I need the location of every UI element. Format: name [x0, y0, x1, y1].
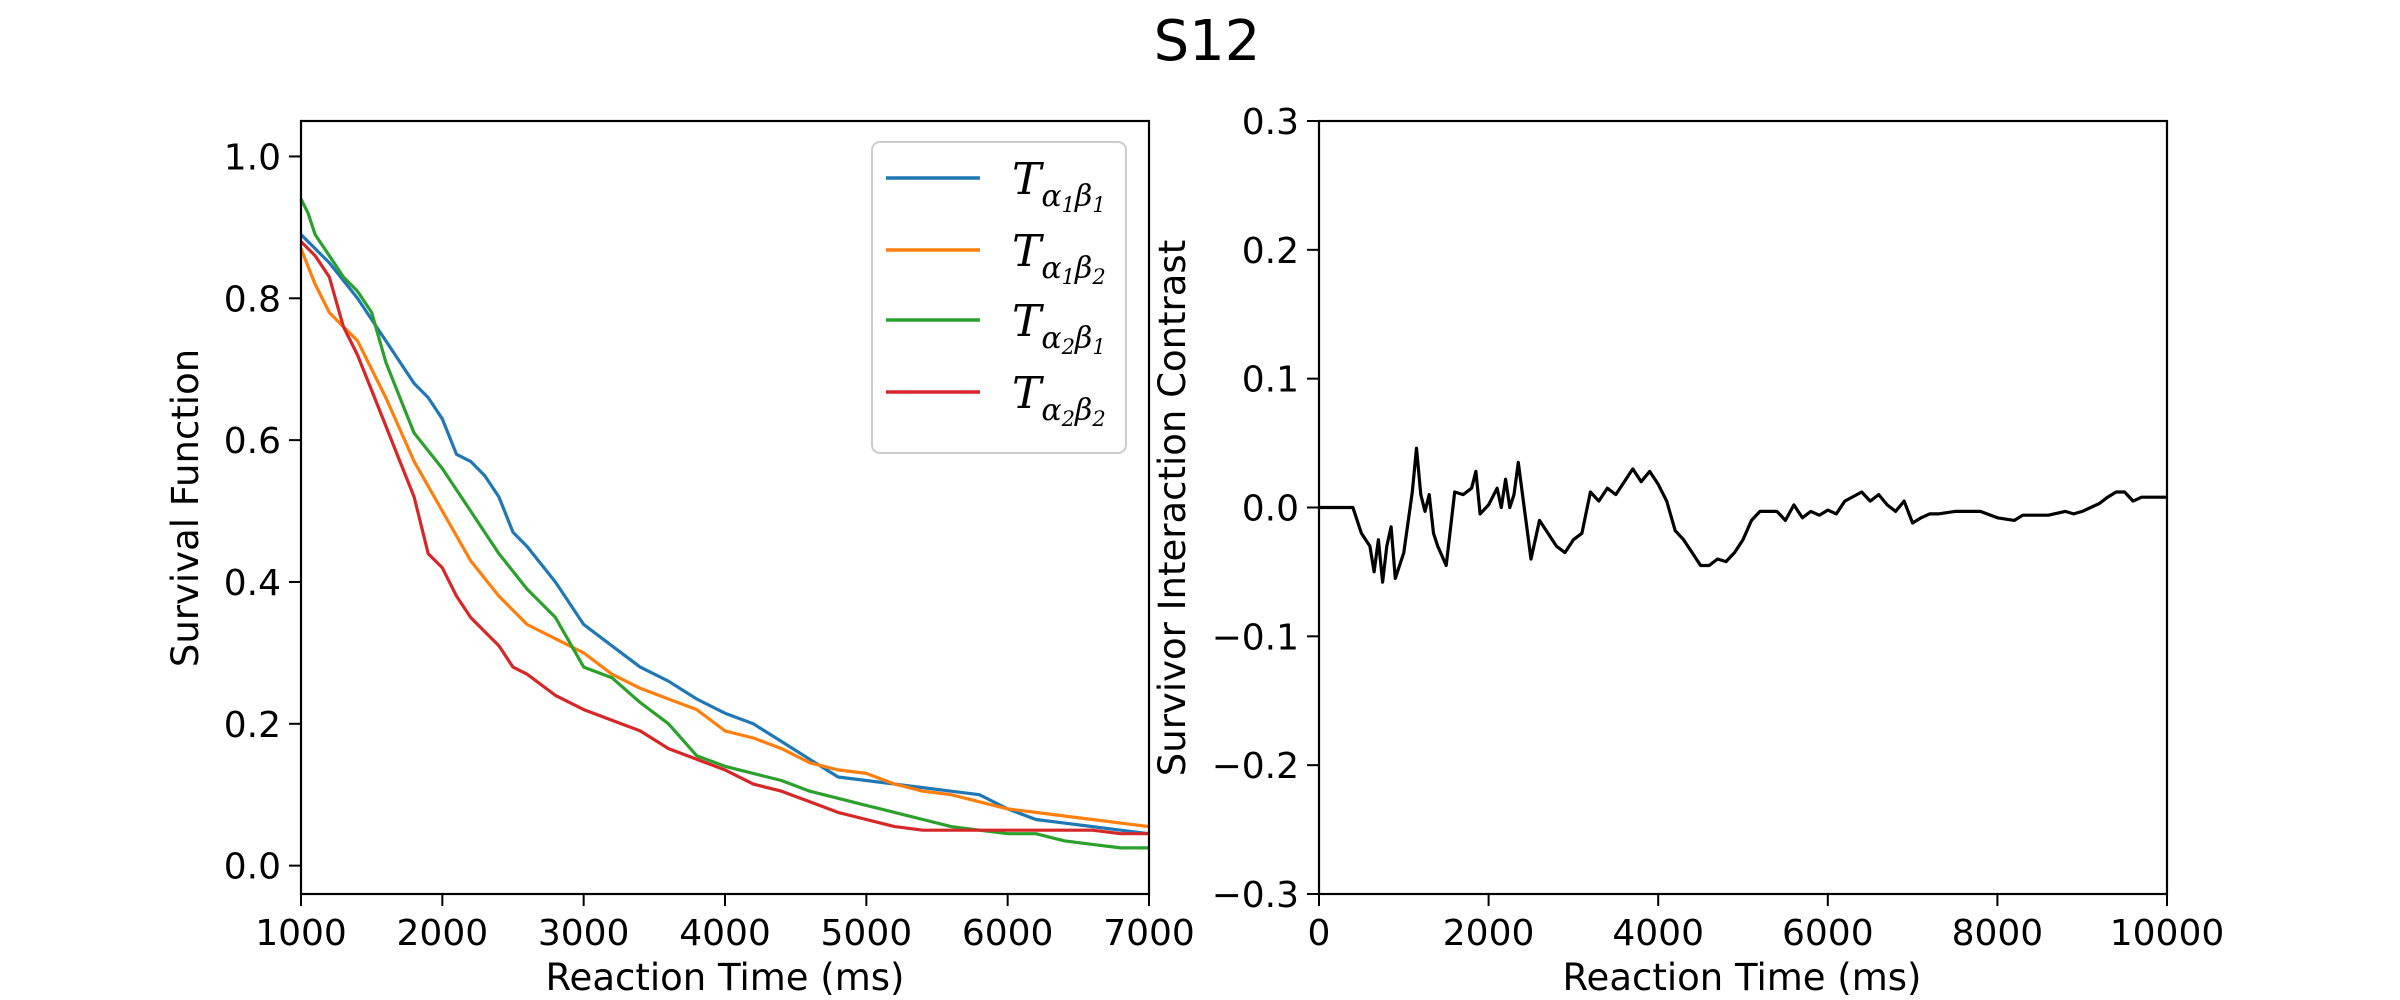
sic-y-tick-label: −0.2: [1212, 746, 1299, 787]
sic-chart: 0 2000 4000 6000 8000 10000 −0.3 −0.2 −0.1 0.0 0.…: [1151, 102, 2224, 999]
survival-y-tick-label: 0.2: [224, 705, 281, 746]
sic-x-tick-label: 4000: [1612, 913, 1704, 954]
sic-axes-frame: [1317, 119, 2169, 896]
survival-y-tick-label: 0.0: [224, 847, 281, 888]
survival-x-tick-label: 5000: [821, 913, 913, 954]
sic-y-axis-label: Survivor Interaction Contrast: [1151, 240, 1194, 776]
figure-title: S12: [1154, 9, 1261, 74]
survival-x-ticks: 1000 2000 3000 4000 5000 6000 7000: [255, 894, 1195, 954]
sic-y-tick-label: −0.3: [1212, 875, 1299, 916]
survival-x-tick-label: 6000: [962, 913, 1054, 954]
sic-y-tick-label: −0.1: [1212, 617, 1299, 658]
survival-line-t-a1b2: [299, 248, 1150, 829]
sic-x-tick-label: 6000: [1782, 913, 1874, 954]
sic-x-ticks: 0 2000 4000 6000 8000 10000: [1308, 894, 2225, 954]
survival-x-tick-label: 3000: [538, 913, 630, 954]
survival-y-tick-label: 0.8: [224, 279, 281, 320]
survival-line-t-a2b2: [299, 240, 1149, 836]
sic-line-sic: [1319, 446, 2167, 584]
sic-y-tick-label: 0.3: [1242, 102, 1299, 143]
sic-y-tick-label: 0.1: [1242, 360, 1299, 401]
survival-series-group: [299, 198, 1150, 850]
sic-x-tick-label: 8000: [1952, 913, 2044, 954]
survival-x-tick-label: 2000: [397, 913, 489, 954]
survival-x-tick-label: 1000: [255, 913, 347, 954]
sic-x-axis-label: Reaction Time (ms): [1563, 956, 1922, 999]
survival-y-ticks: 0.0 0.2 0.4 0.6 0.8 1.0: [224, 137, 301, 888]
survival-line-t-a1b1: [299, 233, 1150, 836]
sic-y-tick-label: 0.0: [1242, 489, 1299, 530]
survival-y-tick-label: 0.4: [224, 563, 281, 604]
sic-x-tick-label: 10000: [2110, 913, 2225, 954]
survival-x-axis-label: Reaction Time (ms): [546, 956, 905, 999]
sic-y-tick-label: 0.2: [1242, 231, 1299, 272]
survival-y-tick-label: 1.0: [224, 137, 281, 178]
sic-series-group: [1319, 446, 2167, 584]
sic-x-tick-label: 0: [1308, 913, 1331, 954]
survival-y-axis-label: Survival Function: [164, 349, 207, 667]
survival-x-tick-label: 7000: [1103, 913, 1195, 954]
legend-label-t-a1b2: Tα1β2: [1012, 226, 1106, 289]
survival-y-tick-label: 0.6: [224, 421, 281, 462]
survival-x-tick-label: 4000: [679, 913, 771, 954]
sic-y-ticks: −0.3 −0.2 −0.1 0.0 0.1 0.2 0.3: [1212, 102, 1319, 916]
sic-x-tick-label: 2000: [1443, 913, 1535, 954]
survival-chart: 1000 2000 3000 4000 5000 6000 7000 0.00.20.40.…: [164, 119, 1195, 999]
legend-frame: [871, 141, 1127, 454]
